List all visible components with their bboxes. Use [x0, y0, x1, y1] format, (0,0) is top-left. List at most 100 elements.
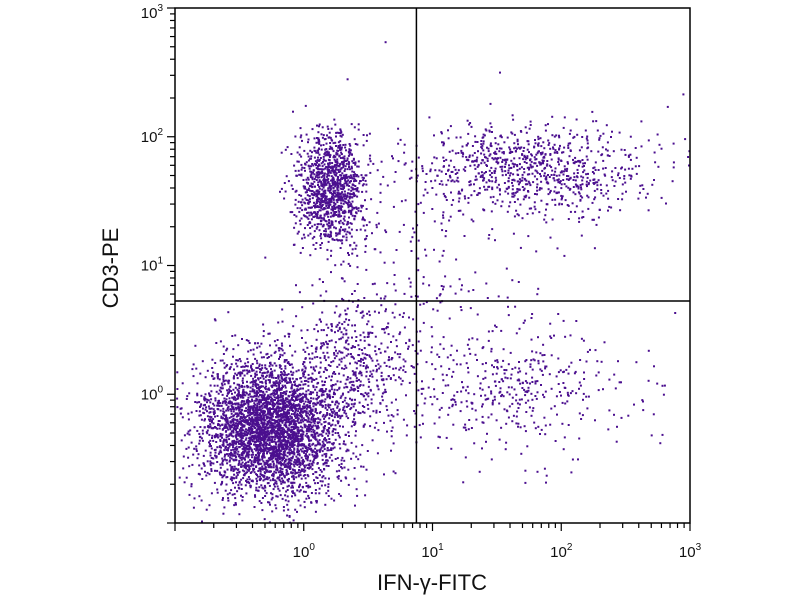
data-point — [181, 382, 184, 385]
data-point — [247, 350, 250, 353]
data-point — [349, 232, 352, 235]
data-point — [287, 361, 290, 363]
data-point — [308, 497, 311, 500]
data-point — [314, 455, 317, 458]
data-point — [254, 461, 257, 464]
data-point — [237, 344, 240, 347]
data-point — [306, 428, 309, 431]
data-point — [250, 405, 253, 408]
data-point — [261, 413, 264, 416]
data-point — [218, 378, 221, 381]
data-point — [221, 402, 224, 405]
data-point — [347, 252, 349, 254]
data-point — [222, 412, 225, 415]
data-point — [240, 419, 243, 422]
data-point — [262, 411, 265, 414]
data-point — [322, 168, 325, 171]
data-point — [232, 448, 235, 451]
data-point — [313, 173, 316, 176]
data-point — [325, 414, 328, 417]
data-point — [324, 420, 327, 423]
data-point — [198, 495, 201, 498]
data-point — [287, 439, 290, 442]
data-point — [234, 447, 237, 449]
data-point — [270, 417, 273, 420]
data-point — [236, 424, 239, 427]
data-point — [338, 436, 341, 439]
data-point — [330, 198, 333, 201]
data-point — [318, 216, 321, 219]
data-point — [330, 185, 333, 187]
data-point — [282, 446, 284, 449]
data-point — [290, 437, 293, 440]
data-point — [176, 371, 179, 374]
data-point — [275, 392, 278, 395]
data-point — [297, 417, 300, 420]
data-point — [231, 392, 233, 395]
data-point — [273, 381, 276, 384]
data-point — [273, 402, 276, 405]
data-point — [329, 166, 332, 169]
data-point — [297, 442, 300, 445]
data-point — [331, 237, 334, 240]
data-point — [375, 409, 378, 412]
data-point — [266, 402, 269, 405]
data-point — [325, 230, 327, 233]
data-point — [348, 226, 351, 229]
data-point — [251, 363, 254, 365]
data-point — [324, 503, 327, 506]
data-point — [322, 155, 325, 158]
data-point — [254, 431, 257, 434]
data-point — [319, 234, 322, 237]
data-point — [270, 466, 273, 469]
data-point — [310, 462, 313, 465]
data-point — [340, 205, 343, 208]
data-point — [318, 187, 321, 190]
data-point — [238, 459, 241, 462]
data-point — [238, 461, 241, 464]
data-point — [320, 133, 323, 136]
data-point — [329, 234, 332, 237]
data-point — [393, 180, 396, 183]
data-point — [284, 190, 287, 193]
data-point — [225, 434, 228, 437]
data-point — [208, 420, 211, 423]
data-point — [311, 197, 314, 200]
data-point — [223, 439, 226, 442]
data-point — [230, 457, 233, 460]
data-point — [262, 460, 265, 463]
data-point — [235, 408, 238, 411]
data-point — [272, 478, 275, 481]
data-point — [330, 497, 333, 500]
data-point — [240, 452, 243, 455]
data-point — [232, 435, 235, 438]
data-point — [342, 144, 345, 146]
data-point — [235, 419, 238, 422]
data-point — [371, 232, 373, 235]
data-point — [264, 468, 267, 471]
data-point — [238, 439, 241, 442]
data-point — [263, 447, 266, 450]
data-point — [249, 472, 252, 474]
data-point — [244, 402, 247, 405]
data-point — [282, 385, 284, 388]
data-point — [239, 410, 242, 413]
data-point — [236, 388, 239, 391]
data-point — [238, 409, 241, 412]
data-point — [270, 454, 272, 457]
data-point — [260, 401, 262, 404]
data-point — [287, 419, 290, 422]
data-point — [251, 369, 254, 372]
data-point — [242, 419, 245, 421]
data-point — [270, 492, 272, 495]
data-point — [365, 190, 368, 193]
data-point — [243, 369, 246, 372]
data-point — [281, 431, 284, 434]
data-point — [277, 456, 280, 459]
data-point — [271, 493, 274, 496]
data-point — [386, 184, 389, 187]
data-point — [312, 397, 315, 400]
data-point — [195, 445, 198, 448]
data-point — [313, 149, 316, 152]
data-point — [203, 463, 205, 466]
